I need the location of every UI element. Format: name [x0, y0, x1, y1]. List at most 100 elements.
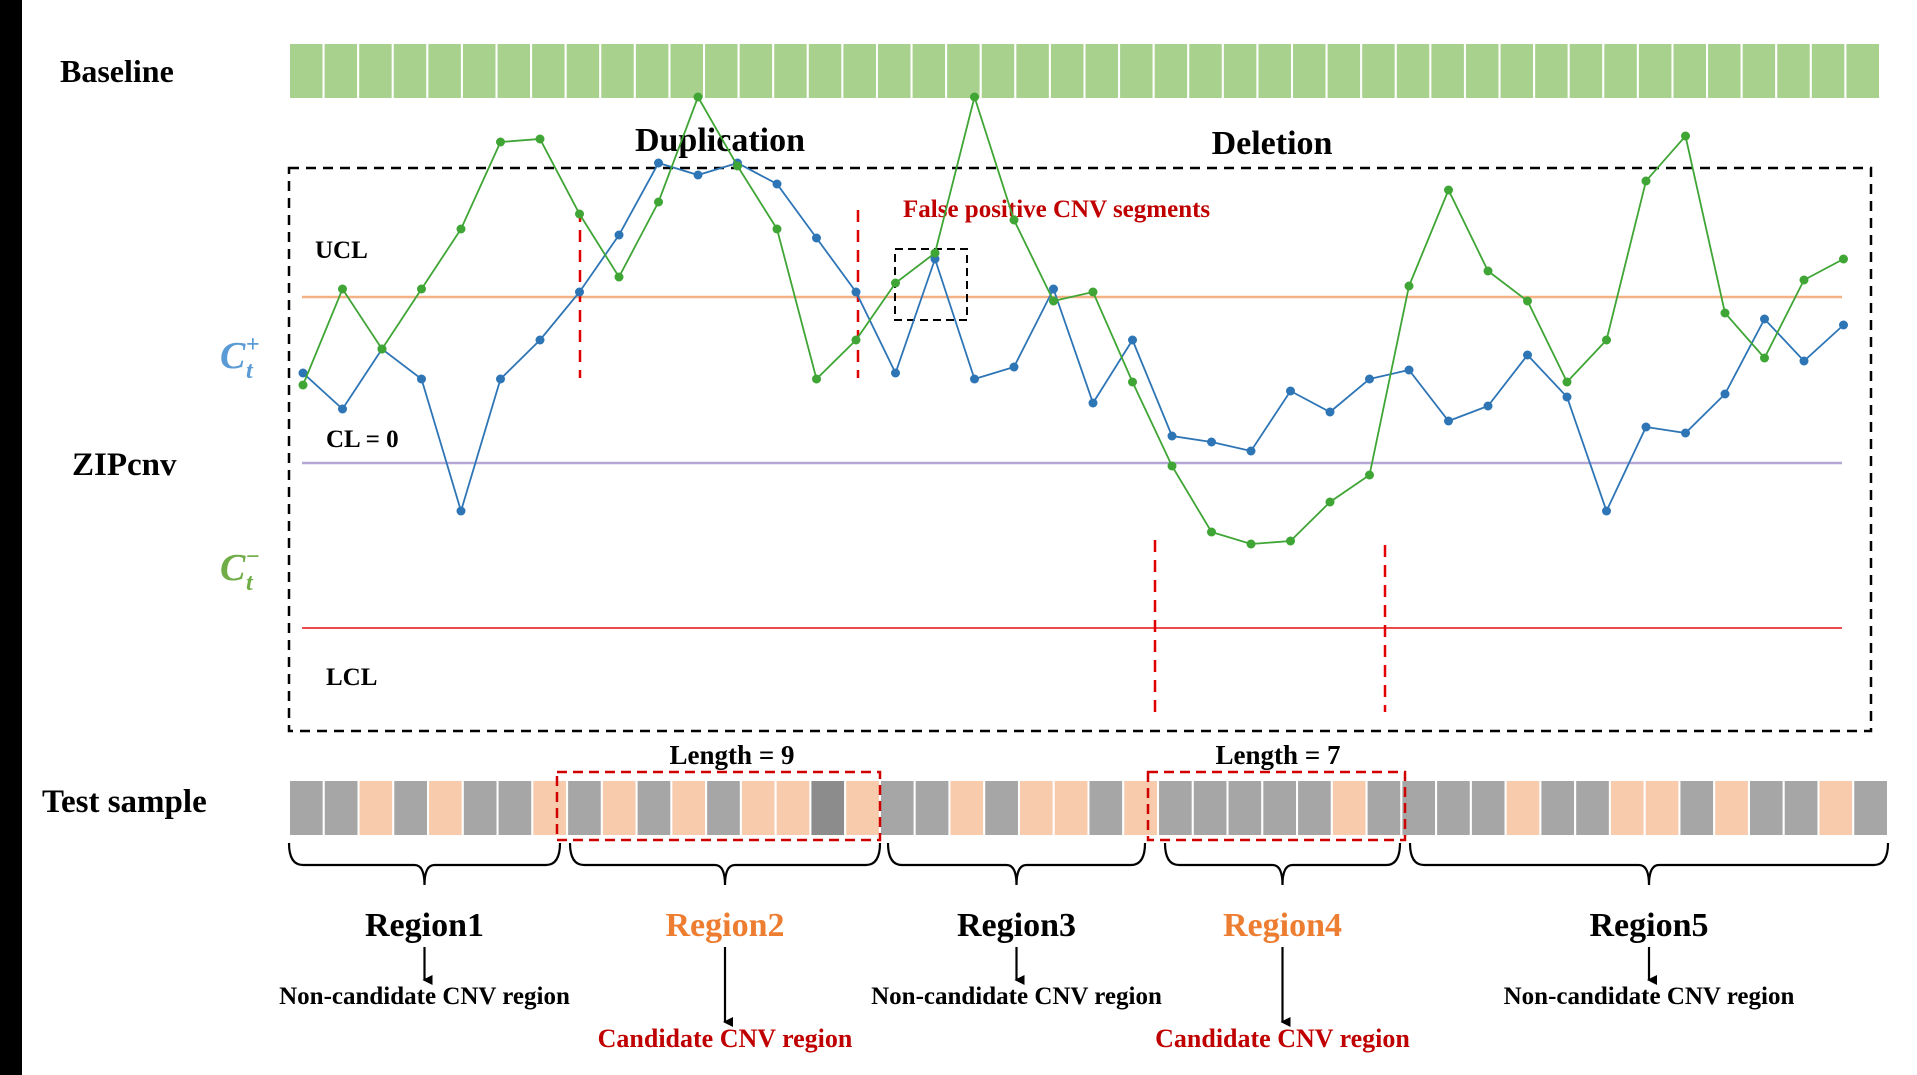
test-sample-cell	[1713, 779, 1750, 837]
svg-text:−: −	[246, 544, 260, 570]
c-plus-point	[1562, 392, 1572, 402]
control-chart-frame	[287, 166, 1873, 733]
c-minus-point	[417, 284, 426, 294]
lcl-label: LCL	[326, 664, 377, 691]
length-dup-label: Length = 9	[670, 740, 795, 770]
baseline-cell	[426, 42, 463, 100]
test-sample-cell	[1782, 779, 1820, 837]
region-label: Region4	[1223, 907, 1342, 944]
c-plus-point	[1799, 356, 1809, 366]
c-minus-point	[456, 224, 466, 234]
baseline-label: Baseline	[60, 53, 174, 89]
baseline-cell	[1360, 42, 1397, 100]
c-minus-point	[1049, 296, 1058, 306]
baseline-cell	[1775, 42, 1812, 100]
baseline-cell	[530, 42, 567, 100]
baseline-cell	[1463, 42, 1501, 100]
test-sample-cell	[1608, 779, 1646, 837]
baseline-cell	[875, 42, 913, 100]
baseline-cell	[1256, 42, 1294, 100]
c-plus-point	[812, 233, 821, 243]
test-sample-cell	[531, 779, 569, 837]
c-plus-point	[298, 368, 308, 378]
c-minus-point	[1167, 461, 1177, 471]
test-sample-cell	[1261, 779, 1299, 837]
test-sample-strip	[288, 779, 1890, 837]
c-plus-point	[1088, 398, 1098, 408]
baseline-cell	[772, 42, 809, 100]
region-status: Candidate CNV region	[598, 1024, 853, 1053]
c-plus-point	[417, 374, 426, 384]
test-sample-cell	[1365, 779, 1403, 837]
svg-text:t: t	[246, 570, 254, 596]
baseline-cell	[910, 42, 948, 100]
baseline-cell	[288, 42, 325, 100]
c-plus-point	[1444, 416, 1453, 426]
c-plus-point	[1325, 407, 1335, 417]
region-label: Region2	[666, 907, 785, 944]
c-minus-point	[1799, 275, 1809, 285]
candidate-box-deletion	[1146, 770, 1407, 842]
c-plus-point	[654, 158, 663, 168]
c-plus-point	[772, 179, 782, 189]
test-sample-cell	[1226, 779, 1264, 837]
test-sample-cell	[913, 779, 951, 837]
ucl-label: UCL	[315, 237, 368, 264]
test-sample-cell	[1296, 779, 1333, 837]
test-sample-cell	[1678, 779, 1716, 837]
baseline-cell	[322, 42, 360, 100]
baseline-cell	[1221, 42, 1259, 100]
cl-label: CL = 0	[326, 426, 399, 453]
baseline-cell	[1844, 42, 1882, 100]
test-sample-cell	[288, 779, 325, 837]
baseline-cell	[1636, 42, 1674, 100]
baseline-strip	[288, 42, 1882, 100]
test-sample-cell	[878, 779, 916, 837]
baseline-cell	[945, 42, 982, 100]
test-sample-cell	[1330, 779, 1368, 837]
baseline-cell	[1740, 42, 1778, 100]
test-sample-cell	[1747, 779, 1785, 837]
baseline-cell	[668, 42, 706, 100]
baseline-cell	[1602, 42, 1639, 100]
test-sample-cell	[1504, 779, 1542, 837]
svg-text:C: C	[220, 547, 246, 589]
c-minus-point	[851, 335, 861, 345]
c-minus-point	[338, 284, 347, 294]
c-minus-point	[654, 197, 663, 207]
c-plus-point	[535, 335, 545, 345]
baseline-cell	[1291, 42, 1328, 100]
test-sample-cell	[1539, 779, 1577, 837]
c-minus-point	[614, 272, 624, 282]
c-plus-point	[1681, 428, 1690, 438]
test-sample-cell	[1191, 779, 1229, 837]
c-plus-point	[1602, 506, 1611, 516]
baseline-cell	[1706, 42, 1743, 100]
c-plus-point	[1483, 401, 1493, 411]
c-plus-point	[1404, 365, 1414, 375]
c-plus-point	[1641, 422, 1651, 432]
zipcnv-label: ZIPcnv	[72, 447, 177, 483]
c-plus-point	[1286, 386, 1295, 396]
c-minus-point	[772, 224, 782, 234]
test-sample-cell	[1122, 779, 1160, 837]
c-minus-point	[733, 161, 742, 171]
test-sample-cell	[1469, 779, 1507, 837]
test-sample-cell	[1157, 779, 1194, 837]
region-label: Region1	[365, 907, 484, 944]
test-sample-cell	[1817, 779, 1855, 837]
c-minus-point	[535, 134, 545, 144]
c-minus-point	[1207, 527, 1216, 537]
c-minus-point	[1009, 215, 1019, 225]
svg-text:t: t	[246, 358, 254, 384]
test-sample-cell	[670, 779, 708, 837]
test-sample-cell	[705, 779, 742, 837]
region-brace	[287, 842, 562, 886]
c-plus-point	[496, 374, 505, 384]
c-minus-point	[970, 92, 979, 102]
c-minus-point	[1523, 296, 1532, 306]
c-minus-point	[1839, 254, 1848, 264]
c-plus-point	[1720, 389, 1730, 399]
c-minus-point	[1365, 470, 1374, 480]
c-plus-point	[1049, 284, 1058, 294]
